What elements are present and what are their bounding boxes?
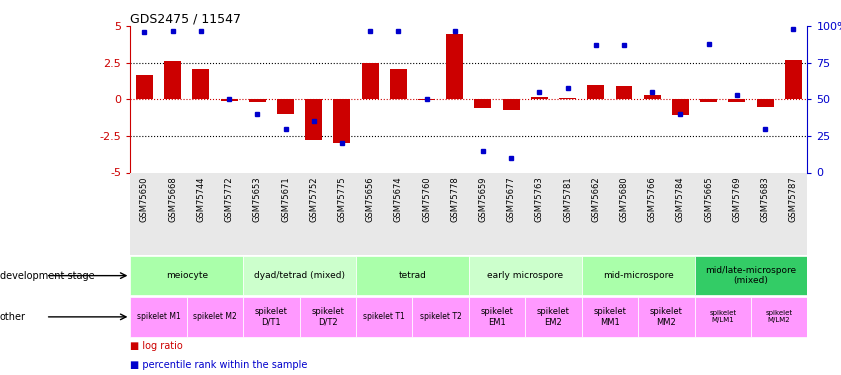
Text: GSM75778: GSM75778 <box>450 177 459 222</box>
Text: GSM75769: GSM75769 <box>733 177 741 222</box>
Text: other: other <box>0 312 26 322</box>
Bar <box>220 99 237 101</box>
Bar <box>672 99 689 116</box>
Text: tetrad: tetrad <box>399 271 426 280</box>
Text: GSM75781: GSM75781 <box>563 177 572 222</box>
Bar <box>299 297 356 337</box>
Bar <box>412 297 468 337</box>
Bar <box>474 99 491 108</box>
Text: GSM75680: GSM75680 <box>620 177 628 222</box>
Bar <box>616 86 632 99</box>
Bar <box>136 75 153 99</box>
Text: GSM75763: GSM75763 <box>535 177 544 222</box>
Text: spikelet
MM1: spikelet MM1 <box>594 307 627 327</box>
Bar <box>418 99 435 100</box>
Text: GDS2475 / 11547: GDS2475 / 11547 <box>130 12 241 25</box>
Text: GSM75683: GSM75683 <box>760 177 770 222</box>
Text: GSM75677: GSM75677 <box>506 177 516 222</box>
Bar <box>531 97 547 99</box>
Text: GSM75659: GSM75659 <box>479 177 488 222</box>
Bar <box>164 62 181 99</box>
Bar <box>193 69 209 99</box>
Text: ■ log ratio: ■ log ratio <box>130 341 183 351</box>
Bar <box>695 256 807 296</box>
Text: spikelet
EM2: spikelet EM2 <box>537 307 570 327</box>
Text: dyad/tetrad (mixed): dyad/tetrad (mixed) <box>254 271 345 280</box>
Text: GSM75656: GSM75656 <box>366 177 374 222</box>
Text: GSM75784: GSM75784 <box>676 177 685 222</box>
Text: GSM75744: GSM75744 <box>197 177 205 222</box>
Bar <box>582 256 695 296</box>
Text: spikelet M2: spikelet M2 <box>193 312 237 321</box>
Text: GSM75653: GSM75653 <box>253 177 262 222</box>
Text: spikelet
M/LM1: spikelet M/LM1 <box>709 310 737 323</box>
Text: meiocyte: meiocyte <box>166 271 208 280</box>
Text: GSM75671: GSM75671 <box>281 177 290 222</box>
Text: GSM75766: GSM75766 <box>648 177 657 222</box>
Text: spikelet
MM2: spikelet MM2 <box>650 307 683 327</box>
Bar <box>468 297 526 337</box>
Bar <box>503 99 520 109</box>
Bar <box>390 69 407 99</box>
Bar <box>333 99 351 143</box>
Bar <box>187 297 243 337</box>
Bar <box>243 256 356 296</box>
Text: spikelet
EM1: spikelet EM1 <box>480 307 514 327</box>
Text: mid-microspore: mid-microspore <box>603 271 674 280</box>
Bar <box>305 99 322 140</box>
Bar <box>356 297 412 337</box>
Text: spikelet
M/LM2: spikelet M/LM2 <box>765 310 793 323</box>
Bar <box>447 34 463 99</box>
Bar <box>362 63 378 99</box>
Bar <box>643 95 661 99</box>
Text: spikelet
D/T2: spikelet D/T2 <box>311 307 344 327</box>
Bar <box>243 297 299 337</box>
Text: GSM75650: GSM75650 <box>140 177 149 222</box>
Bar <box>638 297 695 337</box>
Text: spikelet M1: spikelet M1 <box>137 312 181 321</box>
Bar <box>356 256 468 296</box>
Text: GSM75787: GSM75787 <box>789 177 798 222</box>
Text: ■ percentile rank within the sample: ■ percentile rank within the sample <box>130 360 308 369</box>
Bar <box>695 297 751 337</box>
Text: mid/late-microspore
(mixed): mid/late-microspore (mixed) <box>706 266 796 285</box>
Bar <box>559 98 576 99</box>
Bar <box>582 297 638 337</box>
Bar <box>751 297 807 337</box>
Bar <box>526 297 582 337</box>
Text: development stage: development stage <box>0 271 95 280</box>
Text: GSM75772: GSM75772 <box>225 177 234 222</box>
Text: spikelet T1: spikelet T1 <box>363 312 405 321</box>
Text: GSM75674: GSM75674 <box>394 177 403 222</box>
Text: GSM75752: GSM75752 <box>309 177 318 222</box>
Bar <box>757 99 774 106</box>
Text: GSM75775: GSM75775 <box>337 177 346 222</box>
Bar <box>130 297 187 337</box>
Text: GSM75760: GSM75760 <box>422 177 431 222</box>
Bar <box>785 60 801 99</box>
Text: spikelet T2: spikelet T2 <box>420 312 462 321</box>
Text: early microspore: early microspore <box>487 271 563 280</box>
Bar <box>468 256 582 296</box>
Text: GSM75665: GSM75665 <box>704 177 713 222</box>
Text: GSM75668: GSM75668 <box>168 177 177 222</box>
Bar <box>249 99 266 102</box>
Bar <box>587 85 604 99</box>
Text: spikelet
D/T1: spikelet D/T1 <box>255 307 288 327</box>
Bar <box>130 256 243 296</box>
Bar <box>701 99 717 102</box>
Text: GSM75662: GSM75662 <box>591 177 600 222</box>
Bar <box>728 99 745 102</box>
Bar <box>277 99 294 114</box>
